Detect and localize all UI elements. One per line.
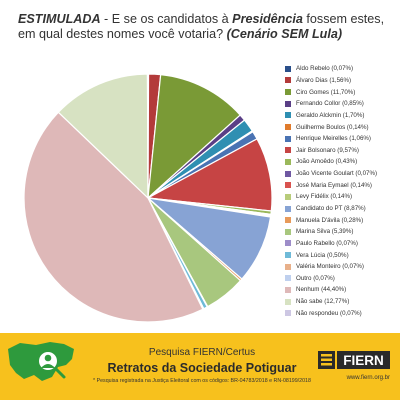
legend-label: João Amoêdo (0,43%) [296, 158, 358, 166]
legend-swatch [285, 217, 291, 224]
footer-title: Retratos da Sociedade Potiguar [107, 361, 297, 375]
title-question-end: fossem estes, em qual destes nomes você … [18, 12, 385, 41]
rn-map-logo [8, 342, 74, 381]
website-link[interactable]: www.fiern.org.br [346, 375, 390, 381]
legend-swatch [285, 135, 291, 142]
legend-item-4: Geraldo Alckmin (1,70%) [285, 110, 400, 122]
chart-title: ESTIMULADA - E se os candidatos à Presid… [18, 12, 390, 42]
legend-label: Aldo Rebelo (0,07%) [296, 65, 354, 73]
legend-swatch [285, 205, 291, 212]
legend-label: Paulo Rabello (0,07%) [296, 239, 358, 247]
legend-item-18: Outro (0,07%) [285, 273, 400, 285]
legend-label: José Maria Eymael (0,14%) [296, 181, 372, 189]
legend-label: Marina Silva (5,39%) [296, 228, 354, 236]
legend-swatch [285, 100, 291, 107]
pie-slice-7 [146, 138, 273, 212]
footer-survey-name: Pesquisa FIERN/Certus [148, 347, 256, 358]
legend-swatch [285, 228, 291, 235]
legend-item-20: Não sabe (12,77%) [285, 296, 400, 308]
legend-swatch [285, 124, 291, 131]
legend-item-2: Ciro Gomes (11,70%) [285, 86, 400, 98]
legend-swatch [285, 112, 291, 119]
legend-swatch [285, 298, 291, 305]
pie-slice-2 [147, 73, 242, 200]
legend-item-14: Marina Silva (5,39%) [285, 226, 400, 238]
legend-item-13: Manuela D'ávila (0,28%) [285, 214, 400, 226]
legend-label: Manuela D'ávila (0,28%) [296, 216, 364, 224]
legend-label: Álvaro Dias (1,56%) [296, 76, 352, 84]
legend-item-10: José Maria Eymael (0,14%) [285, 179, 400, 191]
legend-item-17: Valéria Monteiro (0,07%) [285, 261, 400, 273]
legend-item-21: Não respondeu (0,07%) [285, 307, 400, 319]
legend-label: Henrique Meirelles (1,06%) [296, 135, 371, 143]
legend-label: Ciro Gomes (11,70%) [296, 88, 356, 96]
legend-label: Fernando Collor (0,85%) [296, 100, 364, 108]
legend-item-5: Guilherme Boulos (0,14%) [285, 121, 400, 133]
legend-label: Candidato do PT (8,87%) [296, 205, 366, 212]
pie-slice-21 [146, 73, 149, 199]
legend-swatch [285, 310, 291, 317]
legend-item-6: Henrique Meirelles (1,06%) [285, 133, 400, 145]
chart-legend: Aldo Rebelo (0,07%) Álvaro Dias (1,56%) Ci… [285, 63, 400, 319]
legend-swatch [285, 240, 291, 247]
legend-item-9: João Vicente Goulart (0,07%) [285, 168, 400, 180]
legend-swatch [285, 170, 291, 177]
legend-label: Outro (0,07%) [296, 274, 335, 282]
legend-swatch [285, 77, 291, 84]
footer-registration-note: * Pesquisa registrada na Justiça Eleitor… [93, 378, 311, 384]
title-stimulated: ESTIMULADA [18, 12, 101, 26]
legend-label: Vera Lúcia (0,50%) [296, 251, 349, 259]
legend-item-11: Levy Fidélix (0,14%) [285, 191, 400, 203]
pie-slice-19 [23, 111, 204, 323]
legend-label: Valéria Monteiro (0,07%) [296, 263, 364, 271]
legend-item-12: Candidato do PT (8,87%) [285, 203, 400, 215]
legend-label: Guilherme Boulos (0,14%) [296, 123, 369, 131]
legend-item-16: Vera Lúcia (0,50%) [285, 249, 400, 261]
fiern-logo: FIERN [318, 351, 390, 369]
fiern-logo-text: FIERN [343, 353, 384, 368]
legend-label: Nenhum (44,40%) [296, 286, 347, 294]
legend-swatch [285, 193, 291, 200]
legend-swatch [285, 158, 291, 165]
legend-swatch [285, 275, 291, 282]
legend-swatch [285, 252, 291, 259]
legend-swatch [285, 263, 291, 270]
legend-item-19: Nenhum (44,40%) [285, 284, 400, 296]
legend-label: Levy Fidélix (0,14%) [296, 193, 353, 201]
legend-item-0: Aldo Rebelo (0,07%) [285, 63, 400, 75]
legend-label: Geraldo Alckmin (1,70%) [296, 111, 365, 119]
legend-item-3: Fernando Collor (0,85%) [285, 98, 400, 110]
legend-label: Não respondeu (0,07%) [296, 309, 362, 317]
legend-item-8: João Amoêdo (0,43%) [285, 156, 400, 168]
legend-label: João Vicente Goulart (0,07%) [296, 170, 378, 178]
legend-label: Não sabe (12,77%) [296, 298, 350, 306]
legend-item-1: Álvaro Dias (1,56%) [285, 75, 400, 87]
legend-label: Jair Bolsonaro (9,57%) [296, 146, 359, 154]
title-scenario: (Cenário SEM Lula) [226, 27, 343, 41]
pie-slice-20 [57, 73, 149, 200]
title-question-start: - E se os candidatos à [100, 12, 233, 26]
title-presidency: Presidência [232, 12, 303, 26]
legend-item-15: Paulo Rabello (0,07%) [285, 238, 400, 250]
legend-item-7: Jair Bolsonaro (9,57%) [285, 144, 400, 156]
legend-swatch [285, 182, 291, 189]
legend-swatch [285, 147, 291, 154]
legend-swatch [285, 65, 291, 72]
infographic-frame: ESTIMULADA - E se os candidatos à Presid… [2, 2, 398, 398]
legend-swatch [285, 286, 291, 293]
legend-swatch [285, 89, 291, 96]
